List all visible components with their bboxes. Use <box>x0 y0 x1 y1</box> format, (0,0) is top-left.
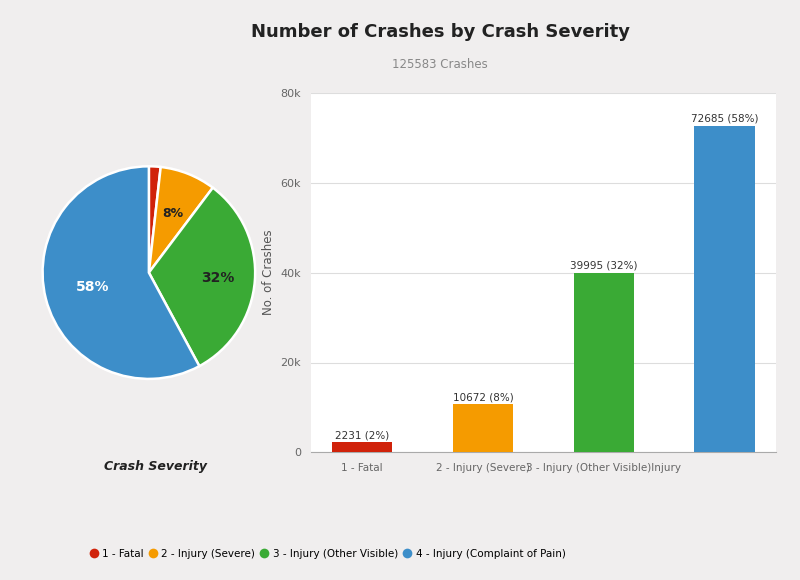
Text: 125583 Crashes: 125583 Crashes <box>392 58 488 71</box>
Text: 72685 (58%): 72685 (58%) <box>691 114 758 124</box>
Wedge shape <box>42 166 199 379</box>
Text: Number of Crashes by Crash Severity: Number of Crashes by Crash Severity <box>250 23 630 41</box>
Text: 2231 (2%): 2231 (2%) <box>335 430 390 441</box>
Y-axis label: No. of Crashes: No. of Crashes <box>262 230 275 316</box>
Bar <box>694 126 755 452</box>
Text: 58%: 58% <box>75 280 109 294</box>
Wedge shape <box>149 166 161 273</box>
Legend: 1 - Fatal, 2 - Injury (Severe), 3 - Injury (Other Visible), 4 - Injury (Complain: 1 - Fatal, 2 - Injury (Severe), 3 - Inju… <box>86 545 570 563</box>
Bar <box>332 443 393 452</box>
Text: 10672 (8%): 10672 (8%) <box>453 393 514 403</box>
Text: Crash Severity: Crash Severity <box>104 460 207 473</box>
Text: 32%: 32% <box>201 271 234 285</box>
Wedge shape <box>149 188 255 366</box>
Wedge shape <box>149 167 213 273</box>
Bar <box>453 404 514 452</box>
Bar <box>574 273 634 452</box>
Text: 39995 (32%): 39995 (32%) <box>570 261 638 271</box>
Text: 8%: 8% <box>162 207 183 220</box>
